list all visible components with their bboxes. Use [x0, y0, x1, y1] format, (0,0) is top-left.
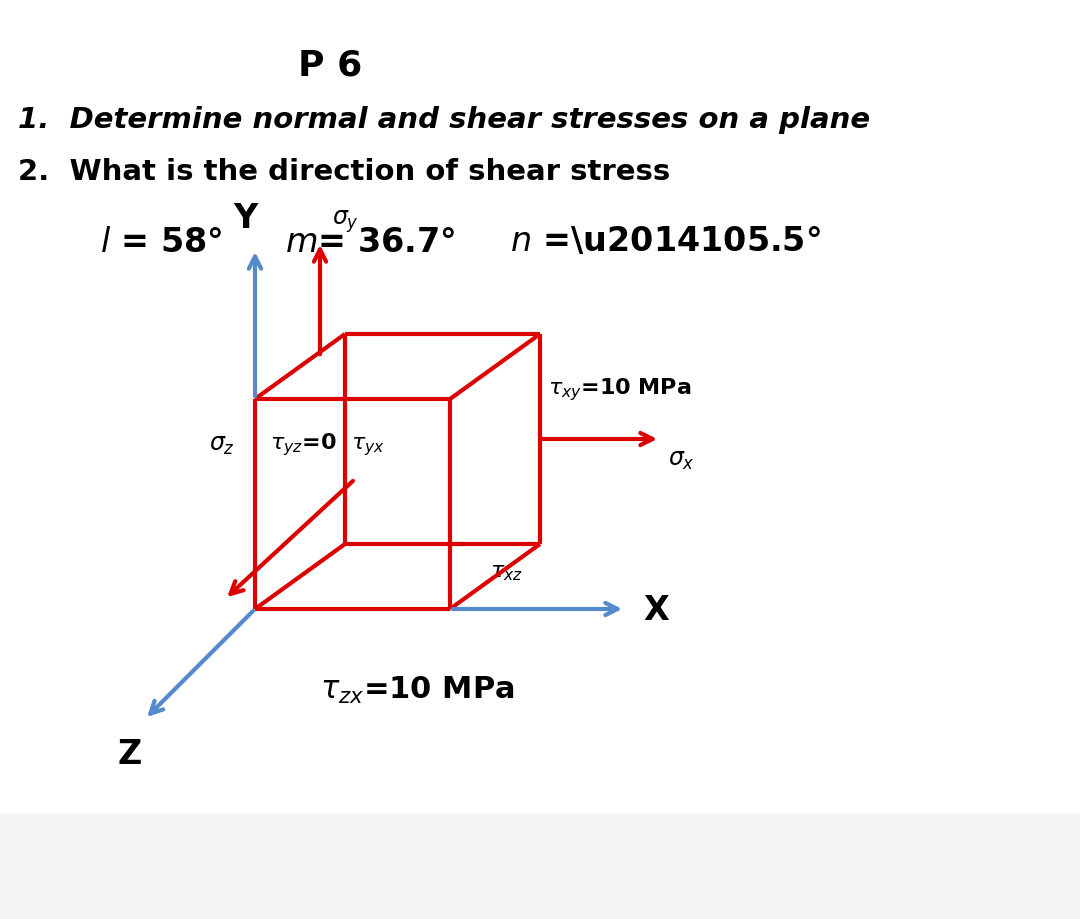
Text: Z: Z — [118, 737, 143, 770]
Text: $\sigma_x$: $\sigma_x$ — [669, 448, 694, 471]
Text: $\tau_{xz}$: $\tau_{xz}$ — [490, 562, 523, 583]
Text: X: X — [643, 593, 669, 626]
Text: $\it{l}$ = 58°: $\it{l}$ = 58° — [100, 225, 222, 258]
Text: $\sigma_z$: $\sigma_z$ — [210, 433, 235, 457]
Bar — [0, 814, 1080, 919]
Text: $\tau_{xy}$=10 MPa: $\tau_{xy}$=10 MPa — [548, 376, 691, 403]
Text: 1.  Determine normal and shear stresses on a plane: 1. Determine normal and shear stresses o… — [18, 106, 870, 134]
Text: $\it{m}$= 36.7°: $\it{m}$= 36.7° — [285, 225, 455, 258]
Text: Y: Y — [233, 202, 257, 234]
Text: 2.  What is the direction of shear stress: 2. What is the direction of shear stress — [18, 158, 671, 186]
Text: $\tau_{zx}$=10 MPa: $\tau_{zx}$=10 MPa — [320, 674, 514, 705]
Text: P 6: P 6 — [298, 48, 362, 82]
Text: $\sigma_y$: $\sigma_y$ — [332, 208, 359, 234]
Text: $\it{n}$ =\u2014105.5°: $\it{n}$ =\u2014105.5° — [510, 225, 821, 258]
Text: $\tau_{yz}$=0  $\tau_{yx}$: $\tau_{yz}$=0 $\tau_{yx}$ — [270, 431, 384, 458]
